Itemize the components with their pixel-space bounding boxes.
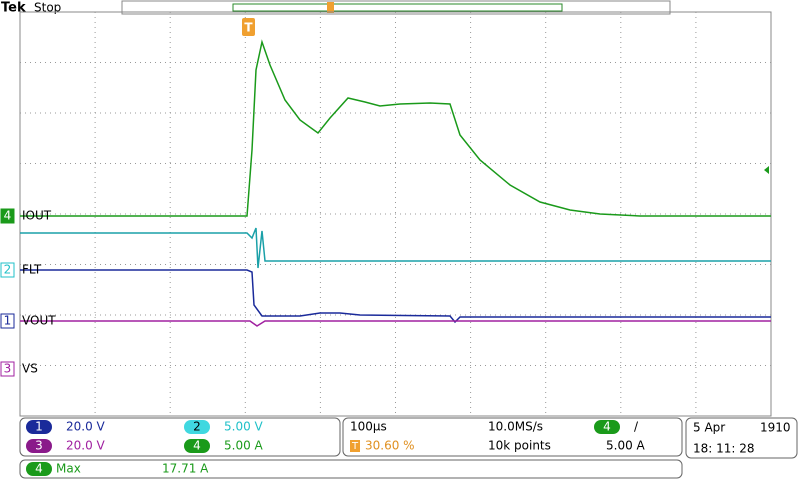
channel-marker [0, 313, 15, 329]
graticule [20, 12, 771, 416]
time: 18: 11: 28 [693, 442, 755, 456]
channel-labels: 4 IOUT 2 FLT 1 VOUT 3 VS [0, 208, 56, 377]
channel-label: VS [22, 362, 38, 376]
channel-badge-number: 2 [193, 420, 201, 434]
trace-flt [20, 269, 771, 324]
trigger-level-marker [764, 166, 769, 174]
time-scale: 100µs [350, 420, 387, 434]
record-trigger-marker [327, 2, 334, 13]
brand: Tek [1, 1, 26, 16]
channel-scale: 5.00 V [224, 420, 264, 434]
trigger-position: 30.60 % [365, 439, 415, 453]
channel-badge [26, 439, 52, 453]
channel-badge [26, 462, 52, 476]
channel-badge-number: 4 [35, 462, 43, 476]
record-window [232, 3, 563, 12]
trigger-marker-label: T [244, 21, 253, 35]
channel-scale: 5.00 A [224, 439, 264, 453]
datetime-panel [685, 417, 798, 459]
channel-badge [26, 420, 52, 434]
channel-badge-number: 3 [35, 439, 43, 453]
scale-panel [19, 417, 341, 457]
channel-number: 4 [4, 209, 12, 223]
measurement-panel [19, 459, 683, 479]
trace-iout [20, 39, 771, 217]
panels: 1 20.0 V 3 20.0 V 2 5.00 V 4 5.00 A 100µs T 30.60 … [26, 420, 791, 476]
channel-badge-number: 4 [603, 420, 611, 434]
channel-badge-number: 4 [193, 439, 201, 453]
measurement-value: 17.71 A [162, 462, 209, 476]
channel-badge-number: 1 [35, 420, 43, 434]
channel-scale: 20.0 V [66, 420, 106, 434]
record-length: 10k points [488, 439, 551, 453]
channel-badge [184, 420, 210, 434]
channel-badge [594, 420, 620, 434]
trigger-level: 5.00 A [606, 439, 646, 453]
trace-cyan [20, 227, 771, 269]
year: 1910 [760, 421, 791, 435]
channel-marker [0, 361, 15, 377]
sample-rate: 10.0MS/s [488, 420, 543, 434]
trace-vout [20, 320, 771, 327]
channel-badge [184, 439, 210, 453]
channel-marker [0, 208, 15, 224]
trigger-marker [242, 18, 255, 36]
channel-marker [0, 262, 15, 278]
date: 5 Apr [693, 421, 725, 435]
channel-label: IOUT [22, 209, 52, 223]
status: Stop [34, 1, 61, 15]
channel-number: 3 [4, 362, 12, 376]
trigger-slope: / [634, 420, 639, 434]
channel-number: 2 [4, 263, 12, 277]
trigger-position-icon [350, 440, 360, 452]
measurement-name: Max [56, 462, 81, 476]
channel-label: FLT [22, 263, 42, 277]
trigger-position-icon-label: T [351, 441, 359, 452]
channel-number: 1 [4, 314, 12, 328]
channel-scale: 20.0 V [66, 439, 106, 453]
channel-label: VOUT [22, 314, 56, 328]
